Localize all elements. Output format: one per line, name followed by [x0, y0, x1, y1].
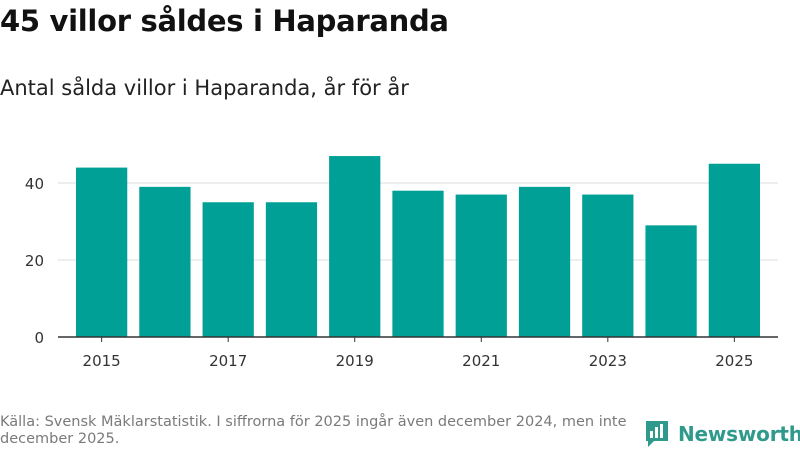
- bar-2016: [139, 186, 191, 337]
- x-tick-label-2017: 2017: [209, 352, 247, 370]
- chart-subtitle: Antal sålda villor i Haparanda, år för å…: [0, 76, 409, 100]
- bar-2024: [645, 225, 697, 337]
- x-tick-label-2023: 2023: [589, 352, 627, 370]
- bars: [76, 156, 760, 337]
- bar-2019: [329, 156, 381, 337]
- source-note: Källa: Svensk Mäklarstatistik. I siffror…: [0, 414, 627, 447]
- bar-2020: [392, 190, 444, 337]
- newsworthy-logo-icon: [646, 421, 668, 447]
- x-tick-label-2015: 2015: [83, 352, 121, 370]
- bar-2025: [708, 163, 760, 337]
- bar-2017: [202, 202, 254, 337]
- y-tick-label-20: 20: [25, 252, 44, 270]
- bar-2022: [518, 186, 571, 337]
- newsworthy-logo: Newsworthy: [644, 419, 800, 449]
- axes: 0 20 40 2015 2017 2019 2021 2023 2025: [25, 175, 778, 370]
- logo-text: Newsworthy: [678, 422, 800, 446]
- bar-2021: [455, 194, 507, 337]
- bar-2023: [582, 194, 634, 337]
- bar-2018: [265, 202, 318, 337]
- bar-2015: [76, 167, 128, 337]
- x-tick-label-2021: 2021: [462, 352, 500, 370]
- x-tick-label-2025: 2025: [715, 352, 753, 370]
- x-tick-label-2019: 2019: [336, 352, 374, 370]
- y-tick-label-40: 40: [25, 175, 44, 193]
- bar-chart: 0 20 40 2015 2017 2019 2021 2023 2025: [25, 156, 778, 370]
- chart-title: 45 villor såldes i Haparanda: [0, 4, 449, 38]
- y-tick-label-0: 0: [34, 329, 44, 347]
